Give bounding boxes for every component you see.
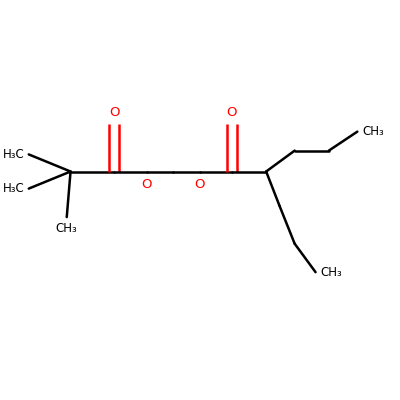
Text: CH₃: CH₃: [320, 266, 342, 279]
Text: O: O: [141, 178, 152, 191]
Text: O: O: [227, 106, 237, 120]
Text: CH₃: CH₃: [362, 125, 384, 138]
Text: H₃C: H₃C: [3, 182, 25, 195]
Text: O: O: [109, 106, 120, 120]
Text: O: O: [194, 178, 205, 191]
Text: CH₃: CH₃: [56, 222, 78, 235]
Text: H₃C: H₃C: [3, 148, 25, 161]
